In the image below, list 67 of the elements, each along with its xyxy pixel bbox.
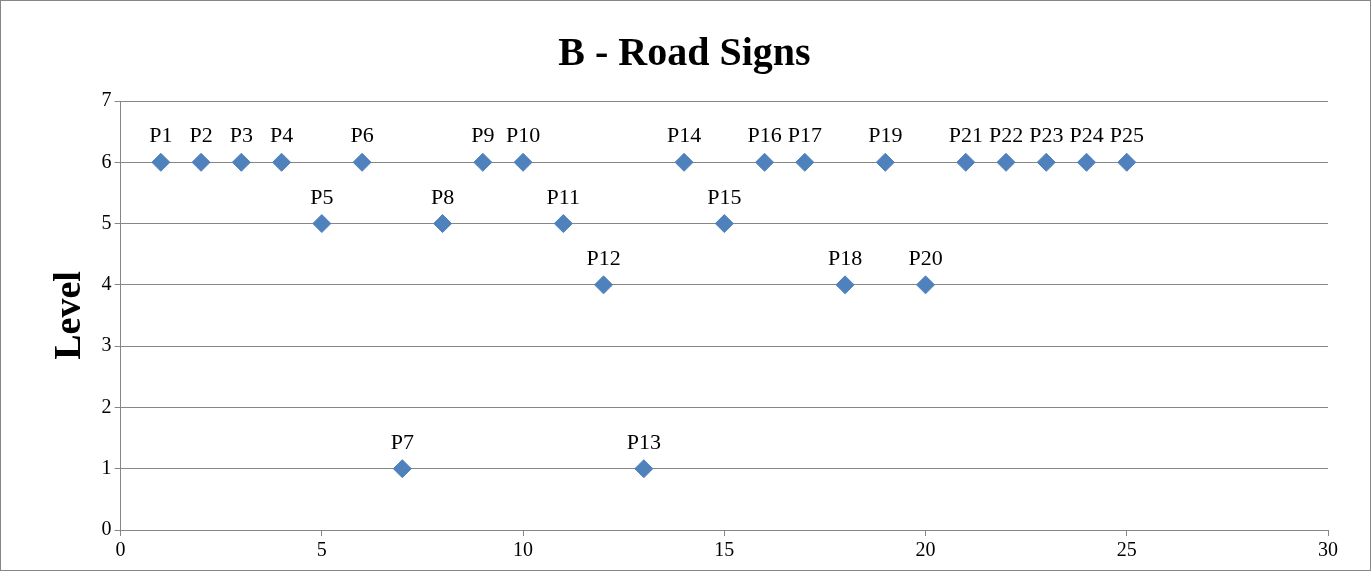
- y-tick-label: 5: [101, 210, 112, 233]
- point: [1077, 152, 1097, 172]
- annotation: P11: [546, 183, 581, 209]
- point: [674, 152, 694, 172]
- annotation: P19: [868, 122, 903, 148]
- y-tick-label: 3: [101, 333, 112, 356]
- point: [634, 459, 654, 479]
- annotation: P2: [189, 122, 213, 148]
- y-axis-title: Level: [45, 271, 88, 360]
- annotation: P18: [827, 244, 863, 270]
- y-tick-label: 4: [101, 272, 112, 295]
- x-tick-label: 30: [1318, 538, 1338, 561]
- x-tick-label: 5: [316, 538, 327, 561]
- y-tick-label: 2: [101, 394, 112, 417]
- point: [594, 275, 614, 295]
- annotation: P16: [747, 122, 782, 148]
- annotation: P7: [390, 428, 414, 454]
- y-tick-label: 1: [101, 455, 112, 478]
- x-tick-label: 20: [915, 538, 936, 561]
- annotation: P8: [430, 183, 455, 209]
- point: [755, 152, 775, 172]
- point: [714, 214, 734, 234]
- x-tick-label: 25: [1116, 538, 1137, 561]
- y-tick-label: 7: [101, 88, 112, 111]
- annotation: P14: [666, 122, 702, 148]
- y-tick-label: 0: [101, 517, 112, 540]
- point: [553, 214, 573, 234]
- annotation: P22: [988, 122, 1024, 148]
- annotation: P13: [626, 428, 661, 454]
- point: [875, 152, 895, 172]
- annotation: P17: [787, 122, 822, 148]
- point: [956, 152, 976, 172]
- annotation: P25: [1109, 122, 1144, 148]
- annotation: P3: [229, 122, 253, 148]
- point: [1036, 152, 1056, 172]
- point: [151, 152, 171, 172]
- annotation: P5: [310, 183, 334, 209]
- annotation: P4: [269, 122, 294, 148]
- annotation: P23: [1029, 122, 1064, 148]
- annotation: P15: [707, 183, 742, 209]
- x-tick-label: 15: [714, 538, 735, 561]
- annotation: P6: [350, 122, 374, 148]
- chart-title: B - Road Signs: [558, 29, 811, 75]
- point: [1117, 152, 1137, 172]
- y-tick-label: 6: [101, 149, 112, 172]
- annotation: P9: [471, 122, 495, 148]
- annotation: P1: [149, 122, 173, 148]
- annotation: P20: [908, 244, 943, 270]
- point: [231, 152, 251, 172]
- point: [916, 275, 936, 295]
- x-tick-label: 10: [513, 538, 534, 561]
- point: [473, 152, 493, 172]
- point: [312, 214, 332, 234]
- point: [835, 275, 855, 295]
- annotation: P10: [505, 122, 541, 148]
- point: [392, 459, 412, 479]
- point: [272, 152, 292, 172]
- annotation: P12: [586, 244, 621, 270]
- point: [795, 152, 815, 172]
- point: [352, 152, 372, 172]
- x-tick-label: 0: [115, 538, 126, 561]
- annotation: P24: [1069, 122, 1104, 148]
- point: [996, 152, 1016, 172]
- point: [433, 214, 453, 234]
- annotation: P21: [948, 122, 983, 148]
- point: [513, 152, 533, 172]
- point: [191, 152, 211, 172]
